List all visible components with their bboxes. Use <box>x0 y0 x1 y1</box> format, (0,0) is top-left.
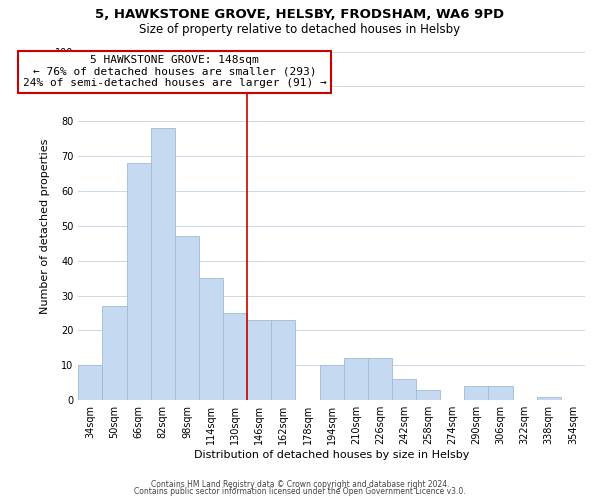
Bar <box>488 386 512 400</box>
Text: Size of property relative to detached houses in Helsby: Size of property relative to detached ho… <box>139 22 461 36</box>
Text: Contains public sector information licensed under the Open Government Licence v3: Contains public sector information licen… <box>134 487 466 496</box>
Bar <box>79 366 103 400</box>
Text: Contains HM Land Registry data © Crown copyright and database right 2024.: Contains HM Land Registry data © Crown c… <box>151 480 449 489</box>
X-axis label: Distribution of detached houses by size in Helsby: Distribution of detached houses by size … <box>194 450 469 460</box>
Bar <box>416 390 440 400</box>
Text: 5 HAWKSTONE GROVE: 148sqm
← 76% of detached houses are smaller (293)
24% of semi: 5 HAWKSTONE GROVE: 148sqm ← 76% of detac… <box>23 55 326 88</box>
Text: 5, HAWKSTONE GROVE, HELSBY, FRODSHAM, WA6 9PD: 5, HAWKSTONE GROVE, HELSBY, FRODSHAM, WA… <box>95 8 505 20</box>
Bar <box>247 320 271 400</box>
Bar <box>537 396 561 400</box>
Bar <box>151 128 175 400</box>
Bar <box>103 306 127 400</box>
Bar <box>127 163 151 400</box>
Bar <box>464 386 488 400</box>
Bar <box>320 366 344 400</box>
Bar <box>344 358 368 400</box>
Bar <box>271 320 295 400</box>
Y-axis label: Number of detached properties: Number of detached properties <box>40 138 50 314</box>
Bar <box>223 313 247 400</box>
Bar <box>175 236 199 400</box>
Bar <box>368 358 392 400</box>
Bar <box>199 278 223 400</box>
Bar <box>392 380 416 400</box>
